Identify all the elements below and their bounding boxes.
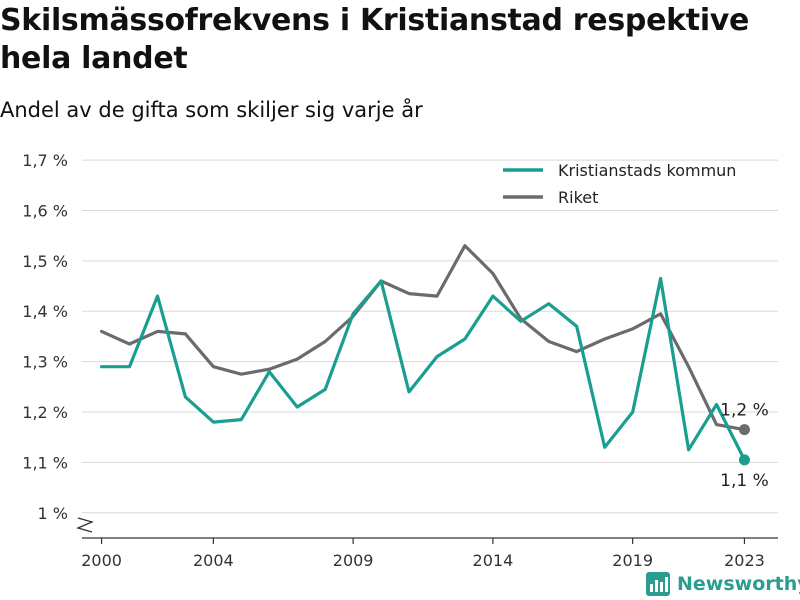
end-point-kristianstad bbox=[738, 454, 750, 466]
legend-label: Riket bbox=[558, 188, 598, 207]
brand: Newsworthy bbox=[645, 568, 800, 600]
y-tick-label: 1,5 % bbox=[22, 252, 68, 271]
y-tick-label: 1,1 % bbox=[22, 453, 68, 472]
y-tick-label: 1,3 % bbox=[22, 353, 68, 372]
x-tick-label: 2004 bbox=[193, 551, 234, 570]
y-tick-label: 1 % bbox=[38, 504, 68, 523]
x-tick-label: 2000 bbox=[81, 551, 122, 570]
bar-chart-logo-icon bbox=[646, 572, 670, 596]
end-label-riket: 1,2 % bbox=[720, 401, 769, 421]
axis-break-icon bbox=[76, 517, 94, 533]
brand-name: Newsworthy bbox=[677, 573, 800, 595]
chart-subtitle: Andel av de gifta som skiljer sig varje … bbox=[0, 98, 423, 122]
y-tick-label: 1,4 % bbox=[22, 302, 68, 321]
x-tick-label: 2014 bbox=[473, 551, 514, 570]
x-tick-label: 2019 bbox=[612, 551, 653, 570]
y-tick-label: 1,6 % bbox=[22, 201, 68, 220]
series-line-kristianstad bbox=[99, 276, 747, 462]
end-label-kristianstad: 1,1 % bbox=[720, 471, 769, 491]
legend-label: Kristianstads kommun bbox=[558, 161, 736, 180]
end-point-riket bbox=[738, 424, 750, 436]
y-tick-label: 1,2 % bbox=[22, 403, 68, 422]
x-tick-label: 2023 bbox=[724, 551, 765, 570]
series-line-riket bbox=[99, 244, 747, 432]
x-tick-label: 2009 bbox=[333, 551, 374, 570]
y-tick-label: 1,7 % bbox=[22, 151, 68, 170]
chart-title: Skilsmässofrekvens i Kristianstad respek… bbox=[0, 3, 750, 76]
